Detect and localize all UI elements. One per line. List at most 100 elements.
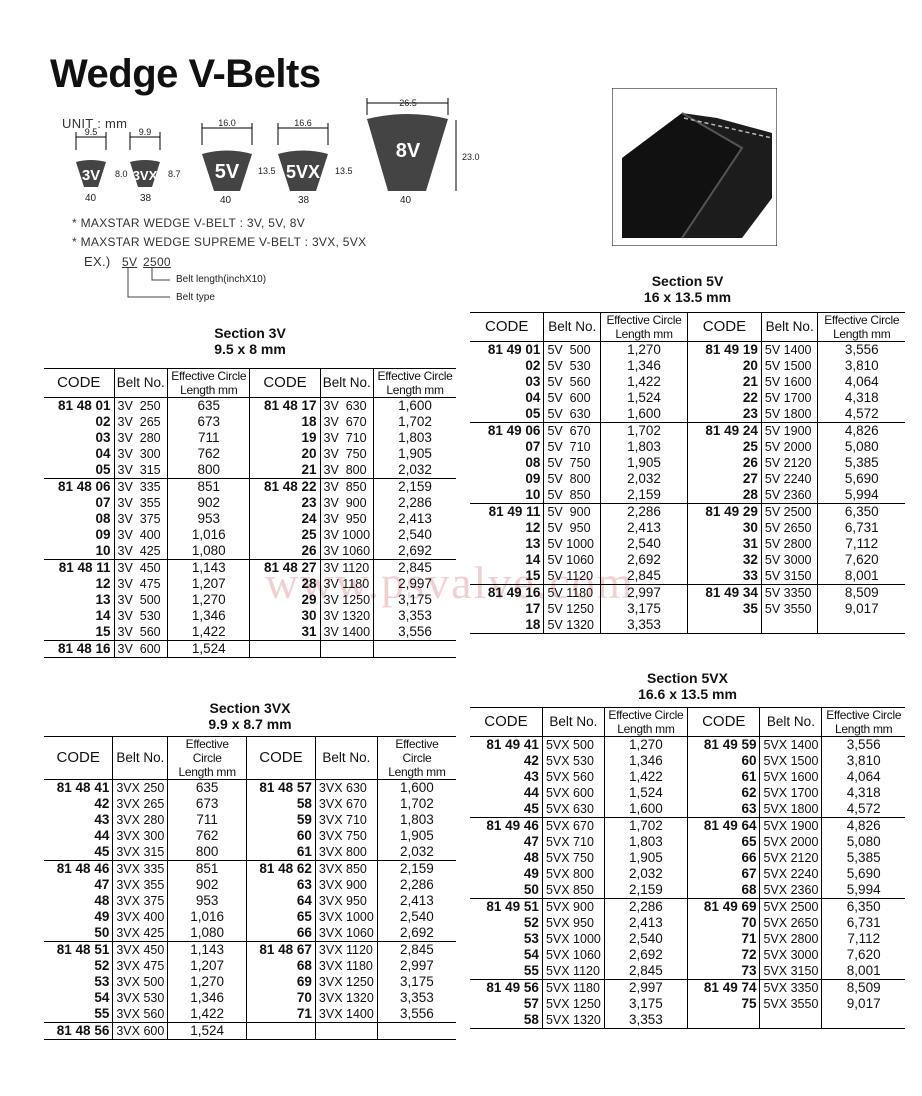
note-supreme: * MAXSTAR WEDGE SUPREME V-BELT : 3VX, 5V… xyxy=(72,235,367,249)
belt-no-cell: 3V 710 xyxy=(319,430,374,446)
table-row: 12 3V 475 1,207 28 3V 1180 2,997 xyxy=(44,576,456,592)
code-cell: 69 xyxy=(246,974,316,990)
section-5vx-title: Section 5VX 16.6 x 13.5 mm xyxy=(638,670,737,702)
belt-no-cell: 5VX 3000 xyxy=(759,947,822,963)
header-effective-length: Effective Circle Length mm xyxy=(167,736,247,780)
code-cell: 17 xyxy=(525,601,541,616)
header-belt-no: Belt No. xyxy=(112,736,168,780)
table-row: 81 48 01 3V 250 635 81 48 17 3V 630 1,600 xyxy=(44,397,456,414)
belt-no-cell: 5VX 2500 xyxy=(759,898,822,915)
code-cell: 81 48 62 xyxy=(246,860,316,877)
code-cell: 42 xyxy=(94,796,110,811)
belt-no-cell: 3V 630 xyxy=(319,397,374,414)
svg-text:13.5: 13.5 xyxy=(335,166,353,176)
code-cell: 81 48 51 xyxy=(44,941,113,958)
table-row: 55 3VX 560 1,422 71 3VX 1400 3,556 xyxy=(44,1006,456,1023)
belt-no-cell: 5V 950 xyxy=(543,520,601,536)
table-row: 52 3VX 475 1,207 68 3VX 1180 2,997 xyxy=(44,958,456,974)
length-cell: 7,620 xyxy=(817,552,905,568)
table-row: 10 5V 850 2,159 28 5V 2360 5,994 xyxy=(470,487,905,504)
svg-text:3VX: 3VX xyxy=(133,168,158,183)
length-cell: 2,286 xyxy=(373,495,456,511)
table-row: 12 5V 950 2,413 30 5V 2650 6,731 xyxy=(470,520,905,536)
header-effective-length: Effective Circle Length mm xyxy=(167,368,250,398)
code-cell: 81 48 22 xyxy=(249,478,320,495)
code-cell: 55 xyxy=(94,1006,110,1021)
table-row: 81 49 46 5VX 670 1,702 81 49 64 5VX 1900 4,82… xyxy=(470,817,905,834)
code-cell: 02 xyxy=(525,358,541,373)
code-cell: 28 xyxy=(686,487,762,504)
belt-no-cell: 3V 1060 xyxy=(319,543,374,560)
length-cell: 4,826 xyxy=(821,817,905,834)
belt-no-cell: 5VX 1060 xyxy=(541,947,605,963)
code-cell: 24 xyxy=(249,511,320,527)
belt-no-cell: 3VX 475 xyxy=(112,958,168,974)
code-cell: 81 49 11 xyxy=(470,503,544,520)
length-cell: 1,422 xyxy=(603,769,688,785)
belt-no-cell: 5V 1600 xyxy=(760,374,818,390)
code-cell: 59 xyxy=(246,812,316,828)
code-cell: 21 xyxy=(686,374,762,390)
code-cell: 10 xyxy=(525,487,541,502)
length-cell: 1,207 xyxy=(167,958,247,974)
code-cell: 15 xyxy=(525,568,541,583)
header-belt-no: Belt No. xyxy=(541,707,605,737)
belt-no-cell: 3VX 300 xyxy=(112,828,168,844)
table-row: 42 5VX 530 1,346 60 5VX 1500 3,810 xyxy=(470,753,905,769)
table-row: 55 5VX 1120 2,845 73 5VX 3150 8,001 xyxy=(470,963,905,980)
code-cell: 60 xyxy=(246,828,316,844)
belt-no-cell: 3V 265 xyxy=(113,414,168,430)
length-cell: 8,509 xyxy=(817,584,905,601)
belt-no-cell: 5V 750 xyxy=(543,455,601,471)
belt-no-cell: 5VX 630 xyxy=(541,801,605,818)
code-cell: 81 49 19 xyxy=(686,341,762,358)
belt-no-cell: 5V 710 xyxy=(543,439,601,455)
profile-3v: 9.5 3V 8.0 40 xyxy=(75,127,128,204)
code-cell: 58 xyxy=(246,796,316,812)
belt-no-cell: 5VX 2240 xyxy=(759,866,822,882)
code-cell: 12 xyxy=(95,576,111,591)
belt-no-cell: 3V 280 xyxy=(113,430,168,446)
belt-no-cell: 3V 315 xyxy=(113,462,168,479)
code-cell: 25 xyxy=(686,439,762,455)
length-cell: 2,159 xyxy=(603,882,688,899)
table-row: 45 3VX 315 800 61 3VX 800 2,032 xyxy=(44,844,456,861)
table-row: 09 3V 400 1,016 25 3V 1000 2,540 xyxy=(44,527,456,543)
table-row: 81 49 56 5VX 1180 2,997 81 49 74 5VX 3350 8,5… xyxy=(470,979,905,996)
table-row: 09 5V 800 2,032 27 5V 2240 5,690 xyxy=(470,471,905,487)
code-cell: 81 48 67 xyxy=(246,941,316,958)
belt-no-cell: 5V 1320 xyxy=(543,617,601,634)
empty-cell xyxy=(760,617,818,634)
empty-cell xyxy=(314,1022,378,1040)
svg-text:9.9: 9.9 xyxy=(139,127,152,137)
belt-no-cell: 5VX 600 xyxy=(541,785,605,801)
belt-no-cell: 3VX 630 xyxy=(314,779,378,796)
header-effective-length: Effective Circle Length mm xyxy=(376,736,456,780)
length-cell: 1,270 xyxy=(167,592,250,608)
belt-no-cell: 3VX 710 xyxy=(314,812,378,828)
code-cell: 81 49 06 xyxy=(470,422,544,439)
header-effective-length: Effective Circle Length mm xyxy=(599,312,688,342)
length-cell: 2,540 xyxy=(599,536,688,552)
belt-no-cell: 5V 2120 xyxy=(760,455,818,471)
length-cell: 3,810 xyxy=(821,753,905,769)
belt-no-cell: 3V 560 xyxy=(113,624,168,641)
table-row: 81 49 01 5V 500 1,270 81 49 19 5V 1400 3,556 xyxy=(470,341,905,358)
belt-type-desc: Belt type xyxy=(176,292,215,303)
header-belt-no: Belt No. xyxy=(760,312,818,342)
table-row: 15 3V 560 1,422 31 3V 1400 3,556 xyxy=(44,624,456,641)
length-cell: 1,143 xyxy=(167,559,250,576)
belt-no-cell: 5V 2500 xyxy=(760,503,818,520)
empty-cell xyxy=(249,640,320,658)
table-row: 18 5V 1320 3,353 xyxy=(470,617,905,634)
code-cell: 21 xyxy=(249,462,320,479)
belt-no-cell: 5VX 2800 xyxy=(759,931,822,947)
belt-no-cell: 3VX 1320 xyxy=(314,990,378,1006)
code-cell: 04 xyxy=(95,446,111,461)
length-cell: 3,810 xyxy=(817,358,905,374)
length-cell: 6,731 xyxy=(817,520,905,536)
code-cell: 48 xyxy=(94,893,110,908)
table-row: 81 48 51 3VX 450 1,143 81 48 67 3VX 1120 2,84… xyxy=(44,941,456,958)
belt-no-cell: 3V 1180 xyxy=(319,576,374,592)
length-cell: 2,413 xyxy=(599,520,688,536)
